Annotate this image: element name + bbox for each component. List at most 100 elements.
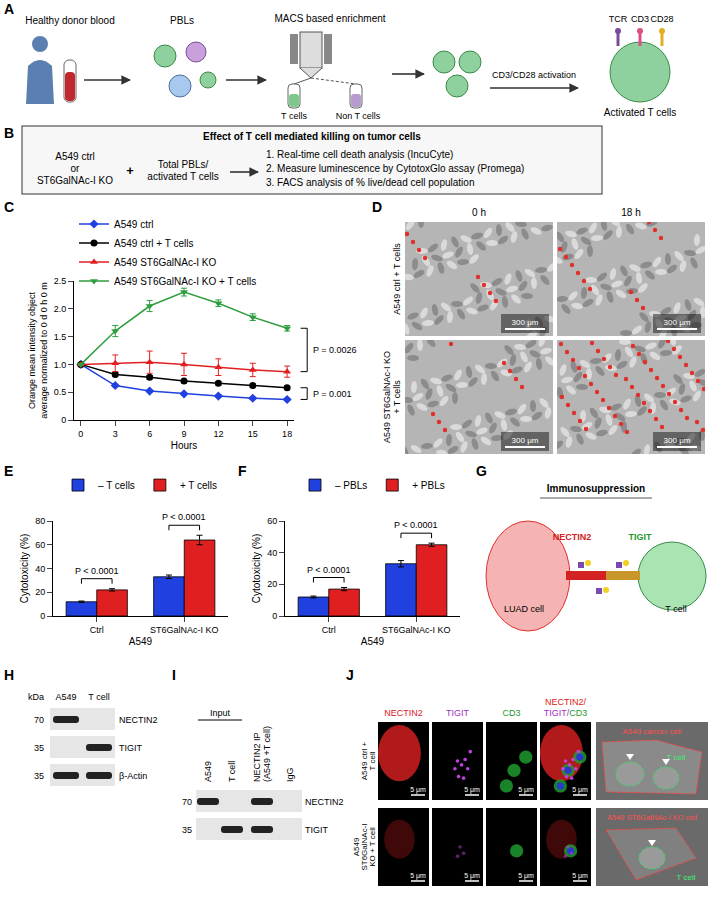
svg-text:T cell: T cell <box>667 753 686 762</box>
svg-text:CD3/CD28 activation: CD3/CD28 activation <box>492 70 576 80</box>
svg-text:P < 0.0001: P < 0.0001 <box>307 565 351 575</box>
svg-text:+ T cells: + T cells <box>392 380 402 414</box>
svg-text:+: + <box>126 163 134 178</box>
svg-text:CD3: CD3 <box>502 708 520 718</box>
svg-text:J: J <box>346 667 354 683</box>
svg-text:1.0: 1.0 <box>54 360 67 370</box>
svg-text:5 μm: 5 μm <box>464 872 480 880</box>
svg-text:1.5: 1.5 <box>54 332 67 342</box>
svg-text:I: I <box>172 667 176 683</box>
svg-text:0: 0 <box>78 429 83 439</box>
svg-text:P = 0.0026: P = 0.0026 <box>313 345 357 355</box>
svg-text:0: 0 <box>40 611 45 621</box>
svg-text:0: 0 <box>61 415 66 425</box>
svg-text:IgG: IgG <box>285 767 295 782</box>
svg-text:+ PBLs: + PBLs <box>412 480 445 491</box>
svg-text:H: H <box>4 667 14 683</box>
svg-text:A549 ctrl: A549 ctrl <box>55 151 94 162</box>
svg-text:20: 20 <box>35 587 45 597</box>
svg-text:5 μm: 5 μm <box>572 786 588 794</box>
svg-text:A549 ST6GalNAc-I KO: A549 ST6GalNAc-I KO <box>114 257 216 268</box>
svg-text:NECTIN2: NECTIN2 <box>553 532 592 542</box>
svg-text:1. Real-time cell death analys: 1. Real-time cell death analysis (IncuCy… <box>266 149 453 160</box>
svg-text:35: 35 <box>182 825 192 835</box>
svg-text:B: B <box>4 125 14 141</box>
svg-text:ST6GalNAc-I KO: ST6GalNAc-I KO <box>150 625 219 635</box>
svg-text:60: 60 <box>35 540 45 550</box>
svg-text:CD3: CD3 <box>631 14 649 24</box>
svg-text:T cell: T cell <box>677 873 696 882</box>
svg-text:F: F <box>238 463 247 479</box>
svg-text:T cell: T cell <box>227 761 237 782</box>
svg-text:5 μm: 5 μm <box>518 786 534 794</box>
svg-text:Activated T cells: Activated T cells <box>604 107 676 118</box>
svg-text:P < 0.0001: P < 0.0001 <box>162 512 206 522</box>
svg-text:2. Measure luminescence by Cyt: 2. Measure luminescence by CytotoxGlo as… <box>266 163 524 174</box>
svg-text:P = 0.001: P = 0.001 <box>313 389 352 399</box>
svg-text:NECTIN2: NECTIN2 <box>384 708 423 718</box>
svg-text:P < 0.0001: P < 0.0001 <box>394 520 438 530</box>
svg-text:Ctrl: Ctrl <box>90 625 104 635</box>
svg-text:β-Actin: β-Actin <box>119 771 147 781</box>
svg-text:3. FACS analysis of % live/dea: 3. FACS analysis of % live/dead cell pop… <box>266 177 474 188</box>
svg-text:5 μm: 5 μm <box>518 872 534 880</box>
svg-text:(A549 +T cell): (A549 +T cell) <box>262 726 272 782</box>
svg-text:5 μm: 5 μm <box>410 786 426 794</box>
svg-text:TIGIT/CD3: TIGIT/CD3 <box>544 708 588 718</box>
svg-text:C: C <box>4 199 14 215</box>
svg-text:Effect of T cell mediated kill: Effect of T cell mediated killing on tum… <box>203 131 421 142</box>
svg-text:12: 12 <box>213 429 223 439</box>
svg-text:T cell: T cell <box>665 604 686 614</box>
svg-text:KO + T cell: KO + T cell <box>368 827 377 867</box>
svg-text:activated T cells: activated T cells <box>147 171 218 182</box>
svg-text:2.0: 2.0 <box>54 304 67 314</box>
svg-text:E: E <box>4 463 13 479</box>
svg-text:Input: Input <box>210 708 231 718</box>
svg-text:CD28: CD28 <box>650 14 673 24</box>
svg-text:TIGIT: TIGIT <box>305 825 328 835</box>
svg-text:300 μm: 300 μm <box>664 436 691 445</box>
svg-text:Non T cells: Non T cells <box>336 111 381 121</box>
svg-text:A549 ctrl: A549 ctrl <box>114 219 153 230</box>
svg-text:A549: A549 <box>203 761 213 782</box>
svg-text:0: 0 <box>272 611 277 621</box>
svg-text:or: or <box>71 163 81 174</box>
svg-text:A549: A549 <box>361 636 385 647</box>
svg-text:A549: A549 <box>129 636 153 647</box>
svg-text:P < 0.0001: P < 0.0001 <box>75 566 119 576</box>
svg-text:A549 ST6GalNAc-I KO cell: A549 ST6GalNAc-I KO cell <box>607 813 697 822</box>
svg-text:5 μm: 5 μm <box>464 786 480 794</box>
svg-text:Total PBLs/: Total PBLs/ <box>158 159 209 170</box>
svg-text:T cells: T cells <box>281 111 307 121</box>
svg-text:Hours: Hours <box>171 440 198 451</box>
svg-text:18: 18 <box>282 429 292 439</box>
svg-text:MACS based enrichment: MACS based enrichment <box>274 13 385 24</box>
svg-text:40: 40 <box>35 564 45 574</box>
svg-text:0.5: 0.5 <box>54 387 67 397</box>
svg-text:35: 35 <box>34 771 44 781</box>
svg-text:A: A <box>4 1 14 17</box>
svg-text:NECTIN2/: NECTIN2/ <box>545 697 587 707</box>
svg-text:Immunosuppression: Immunosuppression <box>547 483 645 494</box>
svg-text:3: 3 <box>113 429 118 439</box>
svg-text:T cell: T cell <box>368 751 377 770</box>
svg-text:LUAD cell: LUAD cell <box>504 604 544 614</box>
svg-text:Healthy donor blood: Healthy donor blood <box>25 15 115 26</box>
svg-text:70: 70 <box>182 797 192 807</box>
svg-text:+ T cells: + T cells <box>180 480 217 491</box>
svg-text:kDa: kDa <box>28 692 44 702</box>
svg-text:NECTIN2: NECTIN2 <box>305 797 344 807</box>
svg-text:TIGIT: TIGIT <box>629 532 652 542</box>
svg-text:35: 35 <box>34 743 44 753</box>
svg-text:Cytotoxicity (%): Cytotoxicity (%) <box>251 534 262 603</box>
svg-text:6: 6 <box>147 429 152 439</box>
svg-text:Ctrl: Ctrl <box>322 625 336 635</box>
svg-text:18 h: 18 h <box>621 207 640 218</box>
svg-text:A549 ST6GalNAc-I KO: A549 ST6GalNAc-I KO <box>382 351 392 443</box>
svg-text:60: 60 <box>267 516 277 526</box>
svg-text:300 μm: 300 μm <box>512 436 539 445</box>
svg-text:5 μm: 5 μm <box>572 872 588 880</box>
svg-text:2.5: 2.5 <box>54 276 67 286</box>
svg-text:80: 80 <box>35 516 45 526</box>
svg-text:A549 ctrl + T cells: A549 ctrl + T cells <box>114 238 193 249</box>
